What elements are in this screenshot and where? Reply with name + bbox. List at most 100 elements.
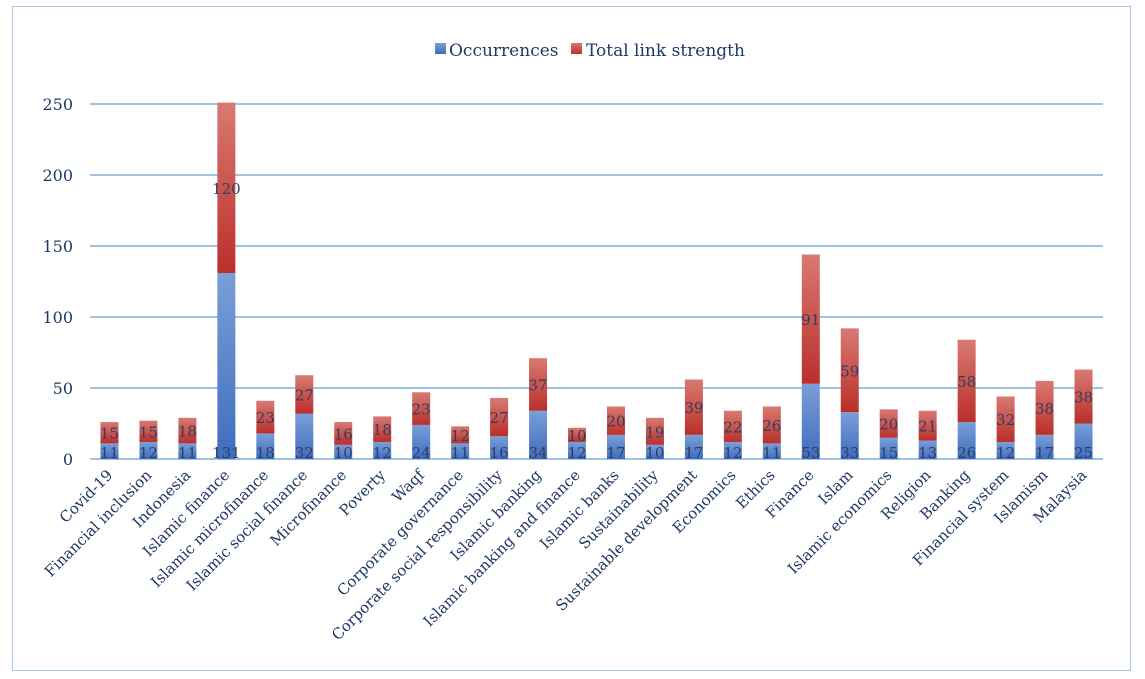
bar-occurrences-indonesia <box>178 443 197 459</box>
bar-total-link-strength-corporate-social-responsibility <box>490 397 509 437</box>
data-label-occurrences-ethics: 11 <box>762 444 781 462</box>
data-label-total-link-strength-islamic-banking: 37 <box>529 376 548 394</box>
y-tick-label: 100 <box>42 308 73 327</box>
bar-total-link-strength-islamic-social-finance <box>295 375 314 414</box>
gridlines <box>90 103 1103 460</box>
bar-total-link-strength-banking <box>957 339 976 423</box>
data-label-total-link-strength-islamism: 38 <box>1035 400 1054 418</box>
data-label-total-link-strength-religion: 21 <box>918 418 937 436</box>
legend-swatch-total-link-strength <box>571 43 582 54</box>
data-label-occurrences-corporate-governance: 11 <box>451 444 470 462</box>
data-label-occurrences-sustainable-development: 17 <box>684 444 703 462</box>
bar-occurrences-islam <box>840 412 859 459</box>
data-label-occurrences-poverty: 12 <box>373 444 392 462</box>
data-label-occurrences-islam: 33 <box>840 444 859 462</box>
data-label-occurrences-islamic-social-finance: 32 <box>295 444 314 462</box>
bar-total-link-strength-sustainability <box>645 417 664 445</box>
legend-label-total-link-strength: Total link strength <box>586 41 745 61</box>
y-tick-label: 50 <box>53 379 73 398</box>
data-label-occurrences-religion: 13 <box>918 444 937 462</box>
legend-item-occurrences: Occurrences <box>435 41 559 61</box>
bar-occurrences-islamism <box>1035 434 1054 459</box>
bar-occurrences-islamic-banking <box>529 410 548 459</box>
data-label-occurrences-islamic-banks: 17 <box>606 444 625 462</box>
data-label-occurrences-financial-inclusion: 12 <box>139 444 158 462</box>
data-label-total-link-strength-islamic-social-finance: 27 <box>295 386 314 404</box>
bar-total-link-strength-malaysia <box>1074 369 1093 424</box>
data-label-total-link-strength-indonesia: 18 <box>178 423 197 441</box>
bar-total-link-strength-islamic-economics <box>879 409 898 438</box>
bar-total-link-strength-islamism <box>1035 380 1054 435</box>
bar-occurrences-waqf <box>412 424 431 459</box>
data-label-occurrences-islamic-economics: 15 <box>879 444 898 462</box>
bar-occurrences-islamic-banks <box>606 434 625 459</box>
data-label-total-link-strength-ethics: 26 <box>762 417 781 435</box>
data-label-occurrences-economics: 12 <box>723 444 742 462</box>
data-label-total-link-strength-corporate-governance: 12 <box>451 427 470 445</box>
data-label-total-link-strength-islamic-economics: 20 <box>879 416 898 434</box>
data-label-total-link-strength-finance: 91 <box>801 311 820 329</box>
bar-occurrences-finance <box>801 383 820 459</box>
data-label-total-link-strength-economics: 22 <box>723 418 742 436</box>
bar-occurrences-financial-inclusion <box>139 441 158 459</box>
bars <box>100 102 1093 459</box>
bar-occurrences-islamic-microfinance <box>256 433 275 459</box>
bar-occurrences-islamic-finance <box>217 272 236 459</box>
bar-occurrences-sustainable-development <box>684 434 703 459</box>
data-label-total-link-strength-islam: 59 <box>840 362 859 380</box>
bar-total-link-strength-financial-system <box>996 396 1015 442</box>
bar-total-link-strength-islamic-microfinance <box>256 400 275 434</box>
bar-occurrences-ethics <box>762 443 781 459</box>
y-axis-ticks: 0 50 100 150 200 250 <box>42 95 73 469</box>
data-label-occurrences-corporate-social-responsibility: 16 <box>490 444 509 462</box>
data-label-total-link-strength-banking: 58 <box>957 373 976 391</box>
bar-total-link-strength-poverty <box>373 416 392 442</box>
bar-total-link-strength-islamic-banking <box>529 358 548 411</box>
data-label-total-link-strength-islamic-banks: 20 <box>606 413 625 431</box>
data-label-occurrences-islamic-banking-and-finance: 12 <box>567 444 586 462</box>
data-label-occurrences-malaysia: 25 <box>1074 444 1093 462</box>
data-label-total-link-strength-sustainability: 19 <box>645 423 664 441</box>
bar-total-link-strength-economics <box>723 410 742 442</box>
bar-total-link-strength-indonesia <box>178 417 197 444</box>
y-tick-label: 250 <box>42 95 73 114</box>
data-label-total-link-strength-financial-system: 32 <box>996 411 1015 429</box>
data-label-total-link-strength-waqf: 23 <box>412 401 431 419</box>
bar-occurrences-microfinance <box>334 444 353 459</box>
bar-total-link-strength-covid-19 <box>100 422 119 444</box>
data-label-total-link-strength-covid-19: 15 <box>100 425 119 443</box>
chart-frame: 0 50 100 150 200 250 11 15 12 15 11 18 131 120 18 23 32… <box>12 6 1131 671</box>
legend-label-occurrences: Occurrences <box>449 41 559 61</box>
y-tick-label: 150 <box>42 237 73 256</box>
bar-total-link-strength-financial-inclusion <box>139 420 158 442</box>
data-label-total-link-strength-poverty: 18 <box>373 421 392 439</box>
legend-swatch-occurrences <box>435 43 446 54</box>
data-label-total-link-strength-sustainable-development: 39 <box>684 399 703 417</box>
data-label-total-link-strength-financial-inclusion: 15 <box>139 423 158 441</box>
data-label-occurrences-islamic-microfinance: 18 <box>256 444 275 462</box>
legend: Occurrences Total link strength <box>435 41 745 61</box>
bar-total-link-strength-microfinance <box>334 422 353 445</box>
data-label-total-link-strength-islamic-microfinance: 23 <box>256 409 275 427</box>
bar-total-link-strength-waqf <box>412 392 431 425</box>
data-label-occurrences-banking: 26 <box>957 444 976 462</box>
bar-total-link-strength-corporate-governance <box>451 426 470 444</box>
data-label-total-link-strength-corporate-social-responsibility: 27 <box>490 409 509 427</box>
data-label-occurrences-waqf: 24 <box>412 444 431 462</box>
data-label-occurrences-islamism: 17 <box>1035 444 1054 462</box>
data-label-occurrences-microfinance: 10 <box>334 444 353 462</box>
data-label-total-link-strength-malaysia: 38 <box>1074 389 1093 407</box>
bar-occurrences-islamic-social-finance <box>295 413 314 459</box>
data-label-total-link-strength-islamic-finance: 120 <box>212 180 241 198</box>
data-label-total-link-strength-islamic-banking-and-finance: 10 <box>567 427 586 445</box>
bar-total-link-strength-islamic-banking-and-finance <box>568 427 587 442</box>
bar-occurrences-religion <box>918 440 937 459</box>
bar-total-link-strength-religion <box>918 410 937 441</box>
data-label-occurrences-islamic-banking: 34 <box>529 444 548 462</box>
data-label-occurrences-financial-system: 12 <box>996 444 1015 462</box>
bar-occurrences-financial-system <box>996 441 1015 459</box>
bar-occurrences-economics <box>723 441 742 459</box>
bar-occurrences-banking <box>957 422 976 459</box>
bar-occurrences-malaysia <box>1074 423 1093 459</box>
bar-occurrences-islamic-banking-and-finance <box>568 441 587 459</box>
